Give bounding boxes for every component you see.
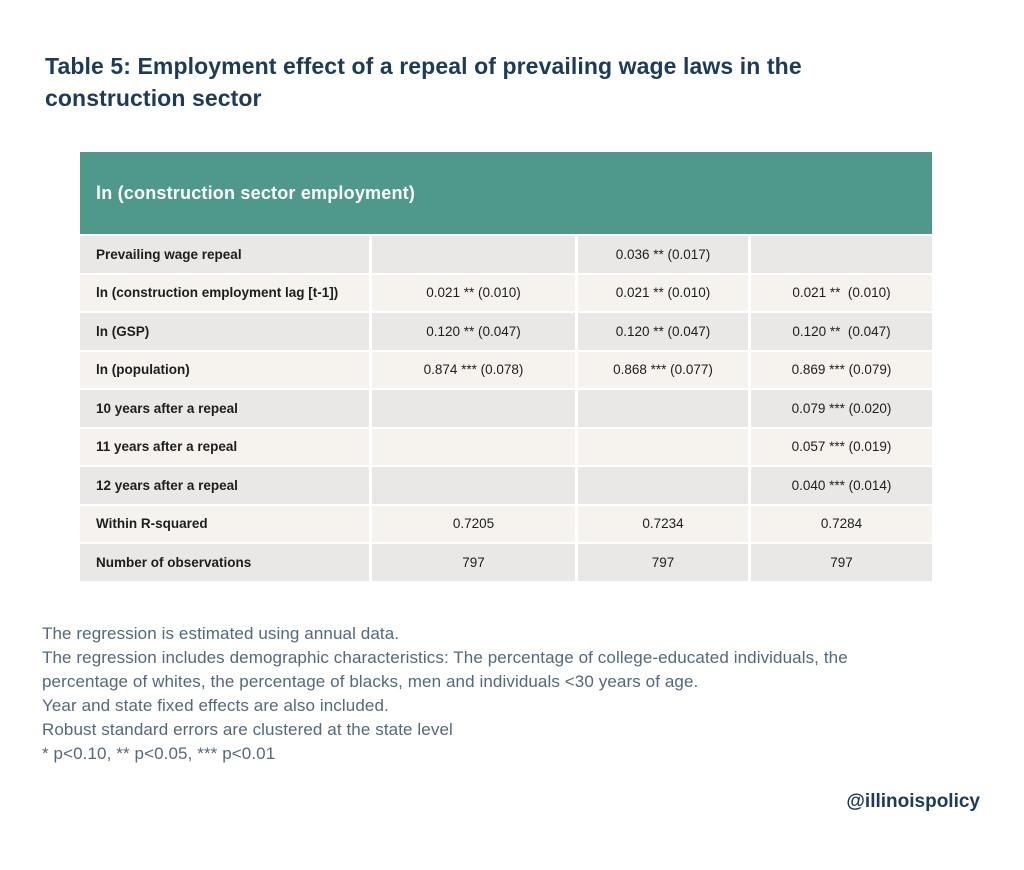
table-notes: The regression is estimated using annual… [42, 622, 848, 766]
row-value-model-2: 0.021 ** (0.010) [578, 274, 751, 311]
table-row: 11 years after a repeal 0.057 *** (0.019… [80, 428, 932, 465]
row-label: 12 years after a repeal [80, 467, 372, 504]
row-value-model-1: 0.874 *** (0.078) [372, 351, 578, 388]
note-line: The regression is estimated using annual… [42, 624, 400, 643]
row-value-model-2: 0.7234 [578, 505, 751, 542]
row-value-model-1 [372, 428, 578, 465]
row-label: Prevailing wage repeal [80, 236, 372, 273]
table-header: ln (construction sector employment) [80, 152, 932, 234]
row-value-model-1: 0.7205 [372, 505, 578, 542]
row-value-model-1 [372, 467, 578, 504]
row-label: ln (GSP) [80, 313, 372, 350]
table-header-label: ln (construction sector employment) [96, 182, 416, 203]
row-value-model-3: 0.079 *** (0.020) [751, 390, 932, 427]
table-row: ln (population) 0.874 *** (0.078) 0.868 … [80, 351, 932, 388]
row-label: 11 years after a repeal [80, 428, 372, 465]
note-line: percentage of whites, the percentage of … [42, 672, 699, 691]
row-value-model-1: 0.021 ** (0.010) [372, 274, 578, 311]
row-value-model-2: 0.120 ** (0.047) [578, 313, 751, 350]
row-value-model-3 [751, 236, 932, 273]
page-title-line-2: construction sector [45, 85, 262, 111]
row-value-model-1 [372, 236, 578, 273]
table-row: 12 years after a repeal 0.040 *** (0.014… [80, 467, 932, 504]
row-value-model-3: 0.021 ** (0.010) [751, 274, 932, 311]
note-line: Robust standard errors are clustered at … [42, 720, 453, 739]
page-title-line-1: Table 5: Employment effect of a repeal o… [45, 53, 802, 79]
table-row: ln (GSP) 0.120 ** (0.047) 0.120 ** (0.04… [80, 313, 932, 350]
note-line: Year and state fixed effects are also in… [42, 696, 389, 715]
row-value-model-1 [372, 390, 578, 427]
row-value-model-1: 797 [372, 544, 578, 581]
table-row: Within R-squared 0.7205 0.7234 0.7284 [80, 505, 932, 542]
table-row: ln (construction employment lag [t-1]) 0… [80, 274, 932, 311]
row-value-model-2: 797 [578, 544, 751, 581]
row-value-model-3: 0.869 *** (0.079) [751, 351, 932, 388]
row-label: Number of observations [80, 544, 372, 581]
row-value-model-1: 0.120 ** (0.047) [372, 313, 578, 350]
row-value-model-2: 0.868 *** (0.077) [578, 351, 751, 388]
row-value-model-3: 0.7284 [751, 505, 932, 542]
note-line: * p<0.10, ** p<0.05, *** p<0.01 [42, 744, 276, 763]
regression-results-table: ln (construction sector employment) Prev… [80, 152, 932, 581]
note-line: The regression includes demographic char… [42, 648, 848, 667]
row-value-model-2 [578, 390, 751, 427]
table-row: Prevailing wage repeal 0.036 ** (0.017) [80, 236, 932, 273]
row-value-model-2: 0.036 ** (0.017) [578, 236, 751, 273]
table-row: 10 years after a repeal 0.079 *** (0.020… [80, 390, 932, 427]
row-value-model-2 [578, 428, 751, 465]
table-body: Prevailing wage repeal 0.036 ** (0.017) … [80, 236, 932, 581]
row-label: Within R-squared [80, 505, 372, 542]
row-value-model-3: 797 [751, 544, 932, 581]
row-label: ln (construction employment lag [t-1]) [80, 274, 372, 311]
row-label: 10 years after a repeal [80, 390, 372, 427]
row-value-model-3: 0.120 ** (0.047) [751, 313, 932, 350]
table-row: Number of observations 797 797 797 [80, 544, 932, 581]
twitter-handle: @illinoispolicy [846, 791, 980, 812]
page-title: Table 5: Employment effect of a repeal o… [45, 50, 802, 114]
row-value-model-3: 0.040 *** (0.014) [751, 467, 932, 504]
row-value-model-3: 0.057 *** (0.019) [751, 428, 932, 465]
row-label: ln (population) [80, 351, 372, 388]
row-value-model-2 [578, 467, 751, 504]
